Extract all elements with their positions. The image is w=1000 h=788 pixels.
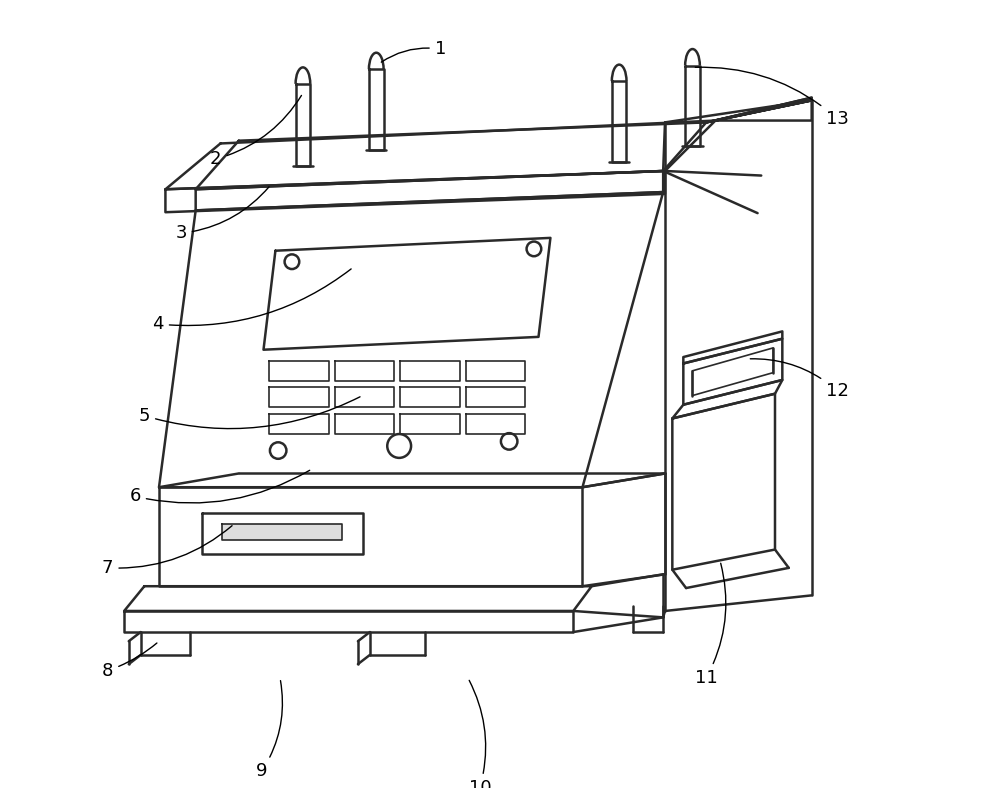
- Text: 4: 4: [152, 269, 351, 333]
- Text: 2: 2: [210, 95, 301, 168]
- Text: 13: 13: [695, 67, 849, 128]
- Text: 9: 9: [256, 681, 282, 780]
- Text: 7: 7: [102, 526, 232, 577]
- Polygon shape: [222, 524, 342, 541]
- Text: 3: 3: [175, 187, 269, 242]
- Text: 8: 8: [102, 643, 157, 679]
- Text: 11: 11: [695, 563, 726, 687]
- Text: 12: 12: [750, 359, 849, 400]
- Text: 10: 10: [469, 680, 491, 788]
- Text: 6: 6: [129, 470, 310, 505]
- Text: 5: 5: [139, 397, 360, 429]
- Text: 1: 1: [381, 40, 446, 62]
